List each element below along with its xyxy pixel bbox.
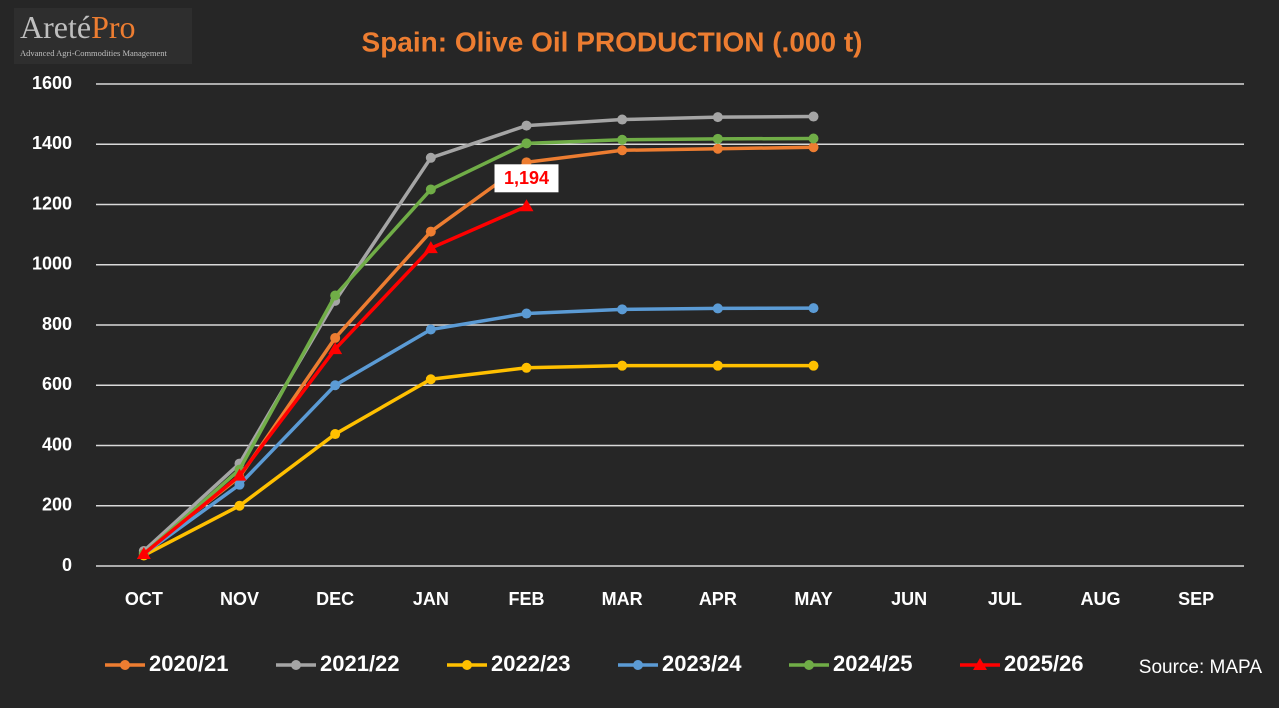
data-label: 1,194 [504, 168, 549, 188]
data-point [425, 324, 436, 335]
data-point [425, 374, 436, 385]
legend-label: 2022/23 [491, 651, 571, 676]
chart-title: Spain: Olive Oil PRODUCTION (.000 t) [362, 26, 863, 57]
logo-box [14, 8, 192, 64]
legend-marker [804, 660, 814, 670]
logo: AretéPro [20, 9, 136, 45]
data-point [330, 290, 341, 301]
data-point [712, 360, 723, 371]
series-line [143, 363, 814, 558]
legend-label: 2020/21 [149, 651, 229, 676]
data-point [712, 143, 723, 154]
y-tick-label: 1400 [32, 133, 72, 153]
data-point [617, 360, 628, 371]
y-tick-label: 800 [42, 314, 72, 334]
x-tick-label: MAR [602, 589, 643, 609]
data-point [423, 241, 438, 254]
x-tick-label: JUN [891, 589, 927, 609]
data-point [808, 111, 819, 122]
y-tick-label: 1600 [32, 73, 72, 93]
x-tick-label: JUL [988, 589, 1022, 609]
series-line [142, 306, 814, 556]
data-point [808, 360, 819, 371]
data-point [328, 342, 343, 355]
data-point [234, 500, 245, 511]
data-point [712, 133, 723, 144]
y-tick-label: 400 [42, 434, 72, 454]
data-point [234, 479, 245, 490]
data-point [521, 138, 532, 149]
y-tick-label: 0 [62, 555, 72, 575]
series-line [142, 136, 814, 556]
data-point [521, 308, 532, 319]
data-label-box [494, 164, 559, 193]
x-tick-label: NOV [220, 589, 259, 609]
x-tick-label: OCT [125, 589, 163, 609]
data-point [808, 142, 819, 153]
data-point [521, 362, 532, 373]
data-point [519, 199, 534, 212]
x-tick-label: DEC [316, 589, 354, 609]
data-point [425, 184, 436, 195]
legend-marker [633, 660, 643, 670]
data-point [808, 303, 819, 314]
data-point [617, 304, 628, 315]
legend-label: 2023/24 [662, 651, 742, 676]
x-tick-label: APR [699, 589, 737, 609]
logo-suffix: Pro [91, 9, 135, 45]
legend-label: 2021/22 [320, 651, 400, 676]
data-point [330, 380, 341, 391]
x-tick-label: MAY [794, 589, 832, 609]
data-point [808, 133, 819, 144]
data-point [617, 134, 628, 145]
data-point [617, 114, 628, 125]
x-tick-label: FEB [509, 589, 545, 609]
y-tick-label: 1000 [32, 254, 72, 274]
y-tick-label: 600 [42, 374, 72, 394]
logo-tagline: Advanced Agri-Commodities Management [20, 48, 167, 58]
data-point [425, 152, 436, 163]
legend-label: 2025/26 [1004, 651, 1084, 676]
data-point [712, 112, 723, 123]
y-tick-label: 1200 [32, 193, 72, 213]
data-point [617, 145, 628, 156]
legend-marker [120, 660, 130, 670]
data-point [232, 468, 247, 481]
x-tick-label: AUG [1081, 589, 1121, 609]
legend-marker [462, 660, 472, 670]
legend-marker [973, 658, 987, 670]
legend-label: 2024/25 [833, 651, 913, 676]
data-point [136, 546, 151, 559]
legend-marker [291, 660, 301, 670]
data-point [712, 303, 723, 314]
data-point [330, 332, 341, 343]
source: Source: MAPA [1139, 657, 1263, 678]
data-point [330, 429, 341, 440]
data-point [425, 226, 436, 237]
x-tick-label: JAN [413, 589, 449, 609]
series-line [142, 114, 814, 553]
data-point [521, 120, 532, 131]
logo-name: Areté [20, 9, 91, 45]
x-tick-label: SEP [1178, 589, 1214, 609]
y-tick-label: 200 [42, 495, 72, 515]
